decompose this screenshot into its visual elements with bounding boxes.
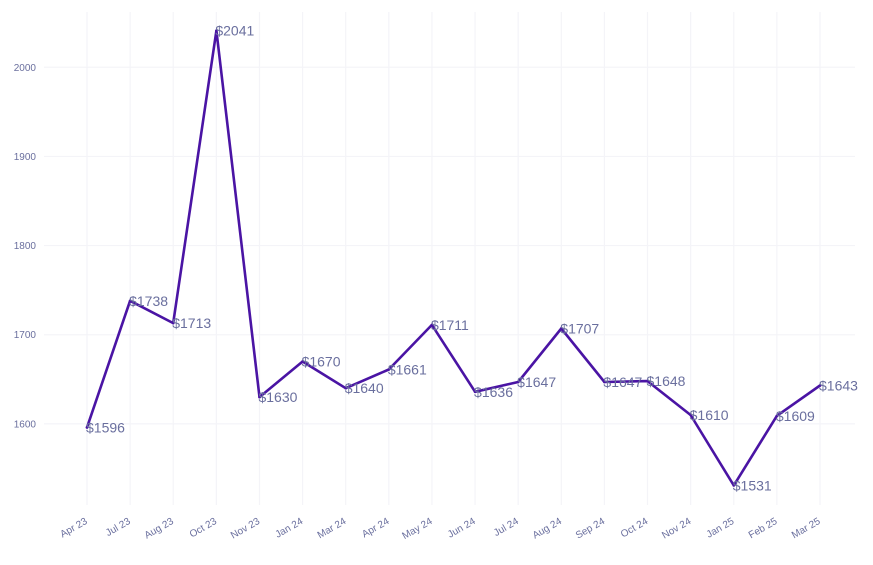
data-label: $1647 — [517, 374, 556, 390]
x-tick-label: Nov 23 — [229, 516, 262, 542]
data-label: $1643 — [819, 378, 858, 394]
data-label: $1647 — [603, 374, 642, 390]
x-tick-label: Nov 24 — [660, 516, 693, 542]
x-tick-label: Jan 24 — [274, 516, 306, 541]
data-point — [85, 426, 89, 429]
data-point — [818, 384, 822, 387]
data-label: $1636 — [474, 384, 513, 400]
data-point — [301, 360, 304, 363]
x-tick-label: Aug 23 — [143, 516, 176, 542]
data-point — [775, 414, 779, 418]
data-point — [215, 29, 218, 33]
data-point — [603, 380, 606, 384]
series-layer — [85, 29, 822, 487]
x-tick-label: Oct 24 — [619, 516, 650, 540]
data-label: $1596 — [86, 419, 125, 435]
data-point — [559, 327, 563, 330]
x-tick-label: Apr 24 — [360, 516, 391, 540]
data-label: $1648 — [647, 373, 686, 389]
grid — [44, 12, 855, 505]
data-point — [689, 413, 692, 417]
data-label: $2041 — [215, 23, 254, 39]
data-label: $1609 — [776, 408, 815, 424]
data-label: $1738 — [129, 293, 168, 309]
x-tick-label: Mar 24 — [316, 516, 349, 541]
data-labels: $1596 $1738$1713 $2041 $1630 $1670$1640$1661… — [86, 23, 858, 494]
y-tick-label: 1600 — [14, 419, 37, 430]
data-label: $1531 — [733, 477, 772, 493]
data-label: $1630 — [258, 389, 297, 405]
x-axis-ticks: Apr 23 Jul 23 Aug 23 Oct 23 Nov 23 Jan 24 Mar … — [58, 516, 822, 542]
data-point — [646, 379, 649, 383]
x-tick-label: Sep 24 — [574, 516, 607, 542]
series-line — [85, 29, 822, 487]
data-label: $1713 — [172, 315, 211, 331]
y-tick-label: 1900 — [14, 152, 37, 163]
data-label: $1610 — [690, 407, 729, 423]
x-tick-label: Jul 24 — [492, 516, 521, 539]
data-point — [473, 390, 477, 394]
x-tick-label: Feb 25 — [747, 516, 780, 541]
y-axis-ticks: 1600 1700 1800 1900 2000 — [14, 63, 37, 431]
y-tick-label: 1700 — [14, 330, 37, 341]
y-tick-label: 2000 — [14, 63, 37, 74]
data-point — [344, 386, 348, 390]
data-label: $1711 — [431, 317, 469, 333]
data-point — [387, 368, 391, 371]
data-point — [128, 299, 132, 303]
data-point — [732, 484, 736, 487]
x-tick-label: Jun 24 — [446, 516, 478, 541]
x-tick-label: Jul 23 — [104, 516, 133, 539]
data-label: $1661 — [388, 361, 427, 377]
x-tick-label: Oct 23 — [188, 516, 219, 540]
y-tick-label: 1800 — [14, 241, 37, 252]
x-tick-label: Apr 23 — [58, 516, 89, 540]
data-label: $1640 — [345, 380, 384, 396]
x-tick-label: Aug 24 — [531, 516, 564, 542]
data-point — [516, 380, 520, 384]
x-tick-label: May 24 — [401, 516, 435, 542]
data-label: $1707 — [560, 320, 599, 336]
data-label: $1670 — [302, 353, 341, 369]
data-point — [430, 323, 434, 327]
data-point — [171, 321, 175, 325]
data-point — [258, 395, 261, 399]
x-tick-label: Jan 25 — [705, 516, 737, 541]
x-tick-label: Mar 25 — [790, 516, 823, 541]
